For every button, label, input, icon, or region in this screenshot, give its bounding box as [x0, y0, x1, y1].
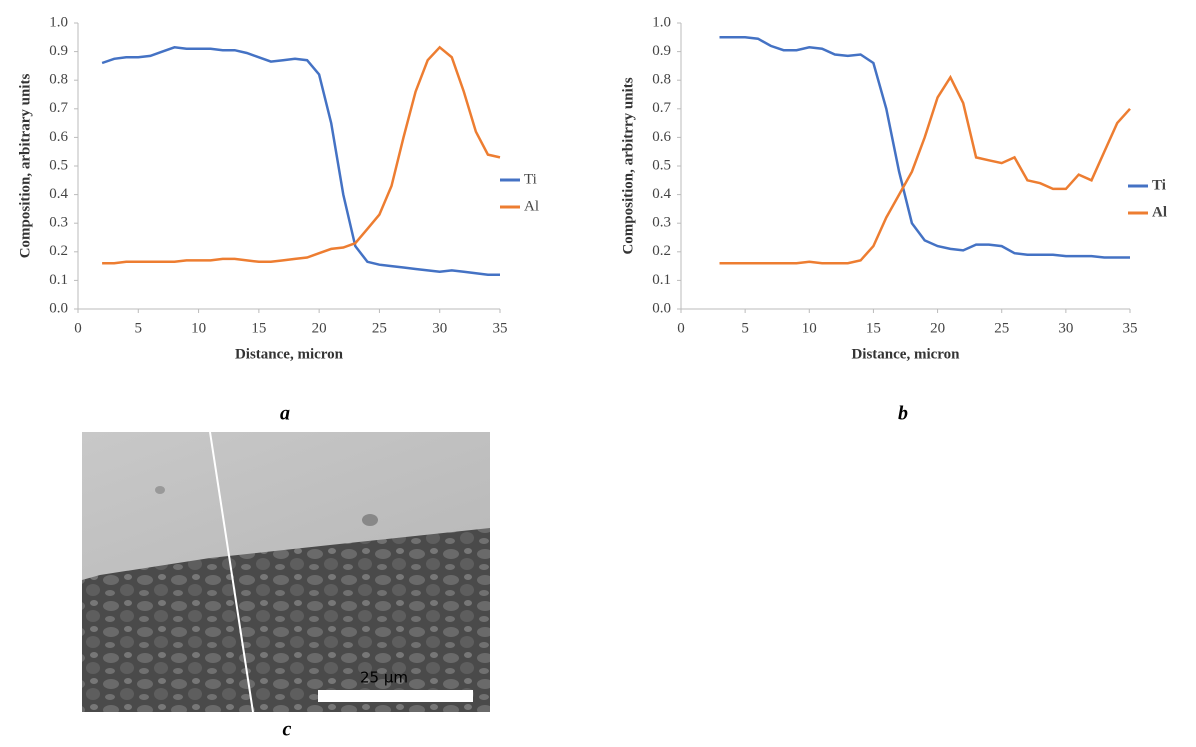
x-tick-label: 10 [802, 320, 817, 336]
y-axis-label: Composition, arbitrry units [620, 77, 636, 254]
line [720, 37, 1131, 257]
x-tick-label: 15 [251, 320, 266, 336]
x-tick-label: 25 [994, 320, 1009, 336]
x-tick-label: 35 [1123, 320, 1138, 336]
x-tick-label: 5 [741, 320, 749, 336]
panel-label: b [898, 403, 908, 425]
y-tick-label: 0.3 [652, 215, 671, 231]
y-axis-label: Composition, arbitrary units [17, 74, 33, 259]
y-tick-label: 1.0 [652, 14, 671, 30]
y-tick-label: 0.1 [49, 272, 68, 288]
x-tick-label: 30 [432, 320, 447, 336]
y-tick-label: 1.0 [49, 14, 68, 30]
y-tick-label: 0.5 [652, 157, 671, 173]
y-tick-label: 0.7 [652, 100, 671, 116]
x-tick-label: 10 [191, 320, 206, 336]
micrograph: 25 µm [82, 432, 490, 712]
x-tick-label: 35 [493, 320, 508, 336]
legend-label: Ti [524, 171, 537, 187]
line [720, 77, 1131, 263]
y-tick-label: 0.0 [49, 300, 68, 316]
x-tick-label: 5 [135, 320, 143, 336]
line [102, 47, 500, 274]
legend-label: Al [524, 198, 539, 214]
y-tick-label: 0.9 [49, 43, 68, 59]
panel-label: a [280, 403, 290, 425]
x-tick-label: 25 [372, 320, 387, 336]
y-tick-label: 0.8 [49, 72, 68, 88]
y-tick-label: 0.2 [652, 243, 671, 259]
y-tick-label: 0.4 [49, 186, 68, 202]
legend-label: Al [1152, 204, 1167, 220]
y-tick-label: 0.5 [49, 157, 68, 173]
x-axis-label: Distance, micron [235, 346, 344, 362]
y-tick-label: 0.3 [49, 215, 68, 231]
x-tick-label: 30 [1058, 320, 1073, 336]
x-axis-label: Distance, micron [851, 346, 960, 362]
scale-bar-label: 25 µm [360, 669, 408, 687]
y-tick-label: 0.8 [652, 72, 671, 88]
x-tick-label: 0 [677, 320, 685, 336]
x-tick-label: 20 [930, 320, 945, 336]
y-tick-label: 0.1 [652, 272, 671, 288]
legend-label: Ti [1152, 177, 1166, 193]
y-tick-label: 0.6 [652, 129, 671, 145]
y-tick-label: 0.2 [49, 243, 68, 259]
x-tick-label: 0 [74, 320, 82, 336]
y-tick-label: 0.0 [652, 300, 671, 316]
panel-label: c [283, 719, 292, 741]
y-tick-label: 0.4 [652, 186, 671, 202]
y-tick-label: 0.9 [652, 43, 671, 59]
y-tick-label: 0.7 [49, 100, 68, 116]
y-tick-label: 0.6 [49, 129, 68, 145]
x-tick-label: 20 [312, 320, 327, 336]
figure: 25 µm c 0.0 0.1 0.2 0.3 0.4 0.5 0.6 0.7 0.8 0.9 1.… [0, 0, 1196, 742]
line [102, 47, 500, 263]
x-tick-label: 15 [866, 320, 881, 336]
